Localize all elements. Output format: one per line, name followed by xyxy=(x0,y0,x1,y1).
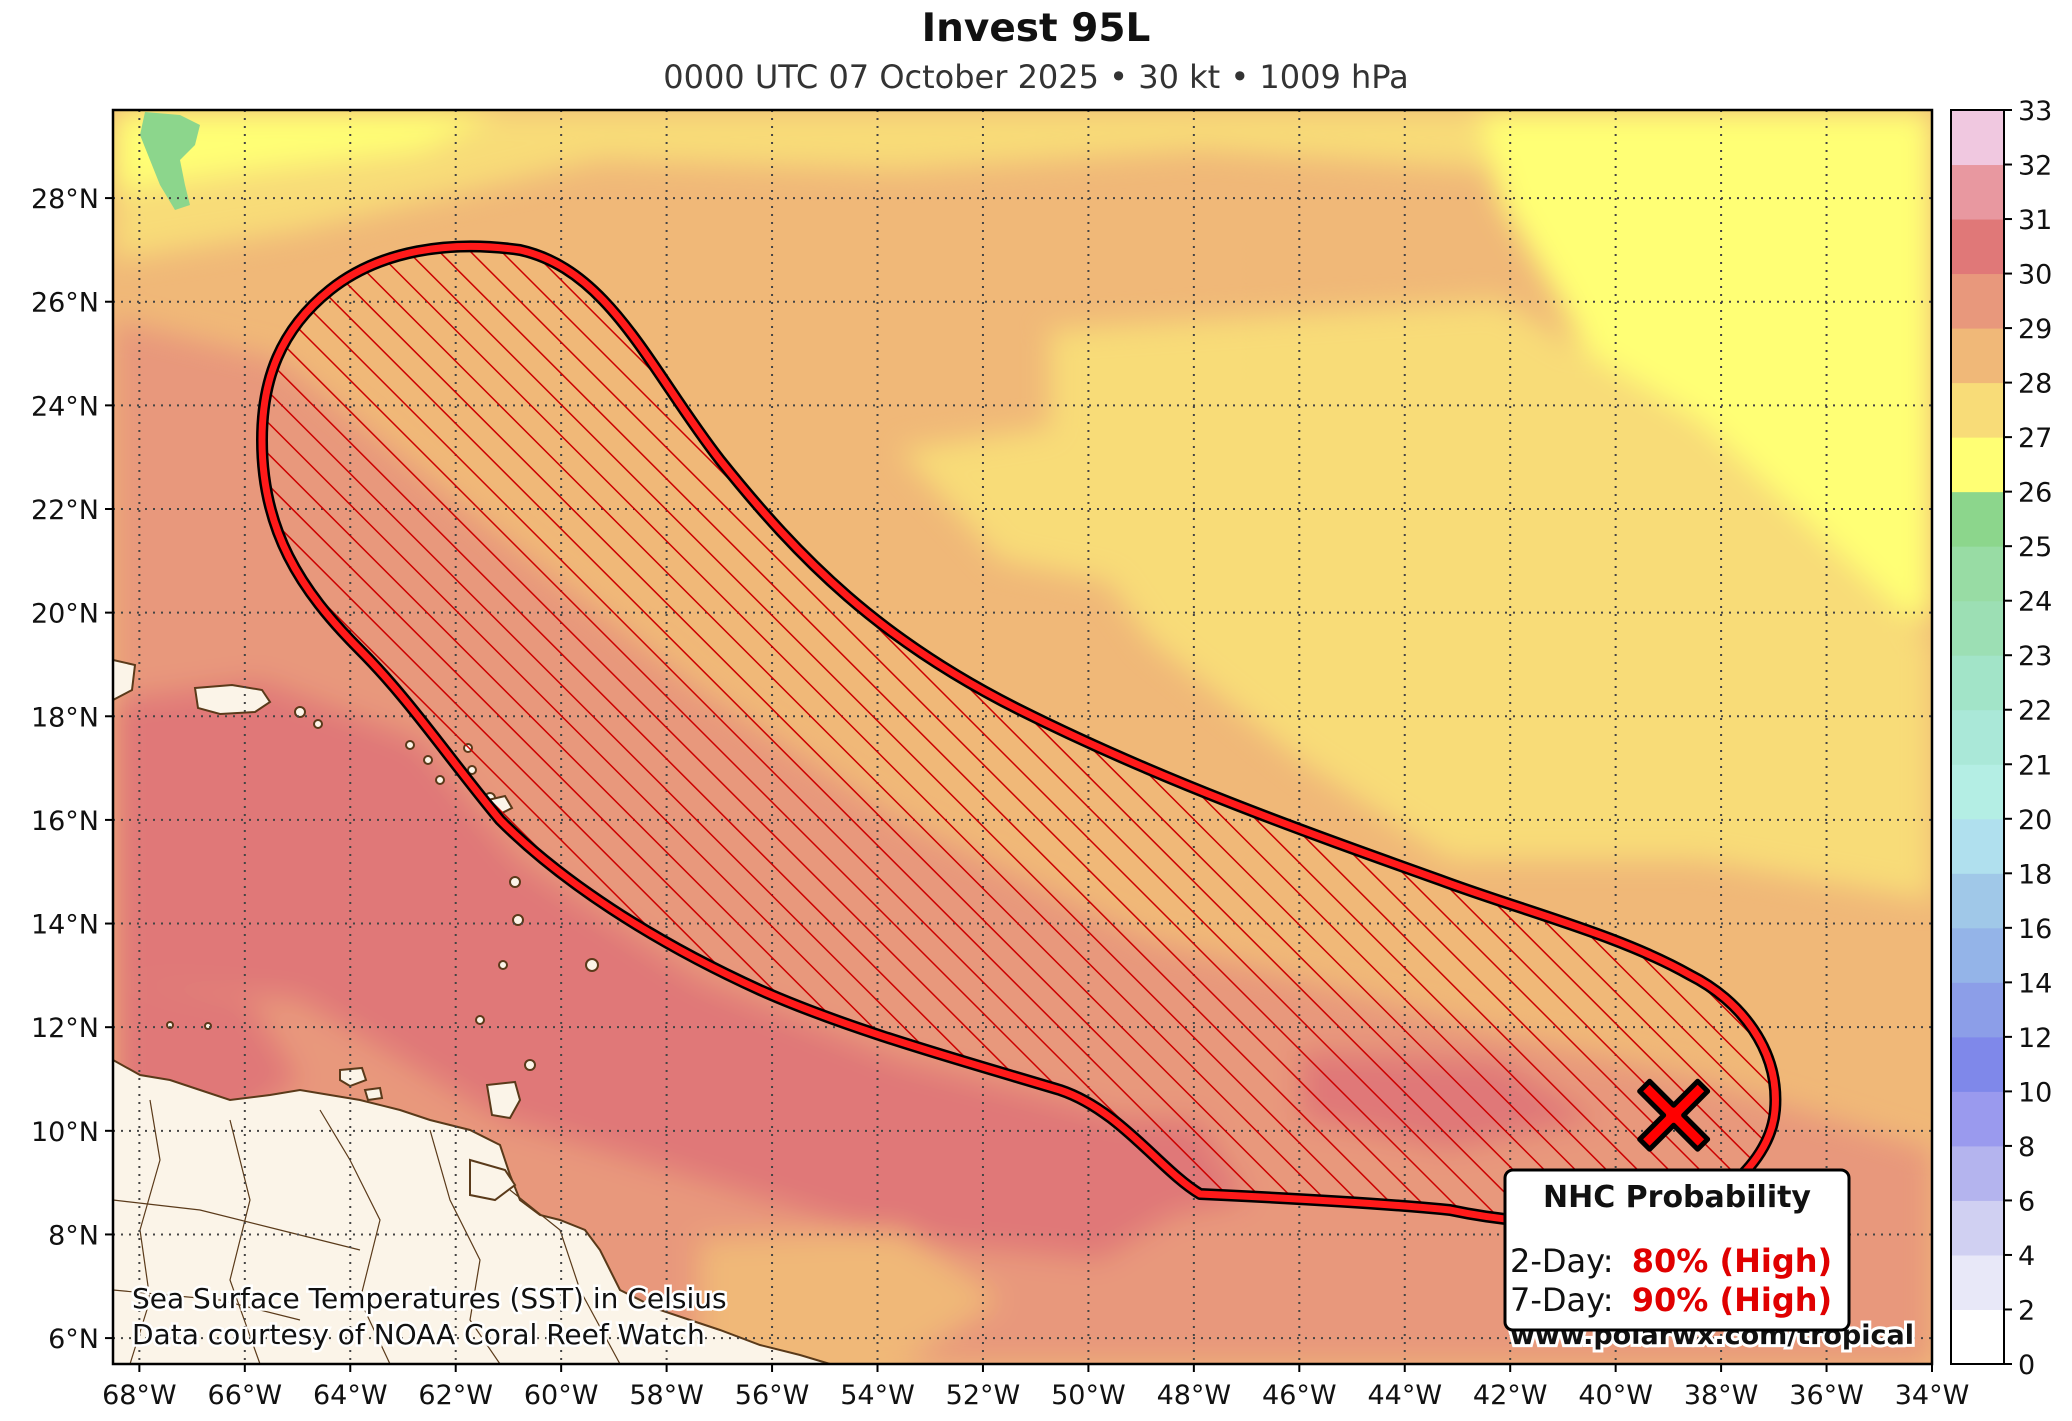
colorbar-tick-label: 29 xyxy=(2018,314,2052,345)
colorbar-tick-label: 24 xyxy=(2018,587,2052,618)
lon-tick-label: 36°W xyxy=(1789,1380,1864,1411)
colorbar-tick-label: 18 xyxy=(2018,859,2052,890)
colorbar-segment xyxy=(1951,873,2004,929)
colorbar-segment xyxy=(1951,546,2004,602)
lat-tick-label: 20°N xyxy=(31,599,99,630)
lat-tick-label: 18°N xyxy=(31,702,99,733)
colorbar-segment xyxy=(1951,818,2004,874)
lon-tick-label: 66°W xyxy=(208,1380,283,1411)
nhc-outlook-area xyxy=(256,240,1782,1231)
colorbar-segment xyxy=(1951,1254,2004,1310)
lon-tick-label: 54°W xyxy=(840,1380,915,1411)
colorbar-segment xyxy=(1951,1309,2004,1365)
latitude-tick-labels: 6°N 8°N 10°N 12°N 14°N 16°N 18°N 20°N 22°N 24°N 26… xyxy=(31,184,113,1355)
colorbar-segment xyxy=(1951,273,2004,329)
lat-tick-label: 8°N xyxy=(48,1220,99,1251)
colorbar-segment xyxy=(1951,1091,2004,1147)
lon-tick-label: 58°W xyxy=(629,1380,704,1411)
colorbar-tick-label: 22 xyxy=(2018,696,2052,727)
colorbar-segment xyxy=(1951,927,2004,983)
colorbar-segment xyxy=(1951,1036,2004,1092)
colorbar-tick-label: 0 xyxy=(2018,1350,2035,1381)
lat-tick-label: 28°N xyxy=(31,184,99,215)
lon-tick-label: 64°W xyxy=(313,1380,388,1411)
legend-title: NHC Probability xyxy=(1543,1180,1811,1215)
lon-tick-label: 60°W xyxy=(524,1380,599,1411)
colorbar-segment xyxy=(1951,491,2004,547)
colorbar-tick-label: 33 xyxy=(2018,96,2052,127)
colorbar-tick-labels: 0246810121416182021222324252627282930313… xyxy=(2004,96,2052,1381)
x-marker-icon xyxy=(1637,1078,1711,1152)
colorbar-tick-label: 4 xyxy=(2018,1241,2035,1272)
lat-tick-label: 16°N xyxy=(31,806,99,837)
colorbar-segment xyxy=(1951,164,2004,220)
lon-tick-label: 68°W xyxy=(102,1380,177,1411)
colorbar-tick-label: 23 xyxy=(2018,641,2052,672)
lon-tick-label: 56°W xyxy=(735,1380,810,1411)
colorbar-tick-label: 6 xyxy=(2018,1186,2035,1217)
colorbar-tick-label: 28 xyxy=(2018,369,2052,400)
legend-box xyxy=(1503,1168,1851,1332)
colorbar-segment xyxy=(1951,1200,2004,1256)
lon-tick-label: 52°W xyxy=(946,1380,1021,1411)
legend-row-7day: 7-Day: 90% (High) xyxy=(1510,1281,1832,1319)
credit-line-2: Data courtesy of NOAA Coral Reef Watch xyxy=(132,1318,705,1351)
colorbar-tick-label: 21 xyxy=(2018,750,2052,781)
lat-tick-label: 26°N xyxy=(31,288,99,319)
colorbar-tick-label: 8 xyxy=(2018,1132,2035,1163)
lon-tick-label: 34°W xyxy=(1895,1380,1970,1411)
lat-tick-label: 14°N xyxy=(31,910,99,941)
legend-7day-label: 7-Day: xyxy=(1510,1281,1614,1319)
legend-7day-value: 90% (High) xyxy=(1632,1281,1832,1319)
legend-row-2day: 2-Day: 80% (High) xyxy=(1510,1242,1832,1280)
credit-line-1: Sea Surface Temperatures (SST) in Celsiu… xyxy=(132,1282,727,1315)
colorbar-segment xyxy=(1951,110,2004,166)
lon-tick-label: 38°W xyxy=(1684,1380,1759,1411)
longitude-tick-labels: 68°W 66°W 64°W 62°W 60°W 58°W 56°W 54°W 52°W 50°W… xyxy=(102,1364,1969,1411)
colorbar-tick-label: 27 xyxy=(2018,423,2052,454)
colorbar-tick-label: 10 xyxy=(2018,1077,2052,1108)
map-subtitle: 0000 UTC 07 October 2025 • 30 kt • 1009 … xyxy=(663,58,1409,96)
colorbar-tick-label: 16 xyxy=(2018,914,2052,945)
lat-tick-label: 22°N xyxy=(31,495,99,526)
colorbar-tick-label: 31 xyxy=(2018,205,2052,236)
map-frame xyxy=(111,108,1934,1366)
colorbar-tick-label: 30 xyxy=(2018,260,2052,291)
lon-tick-label: 62°W xyxy=(418,1380,493,1411)
colorbar-segment xyxy=(1951,709,2004,765)
colorbar-segment xyxy=(1951,219,2004,275)
lon-tick-label: 42°W xyxy=(1473,1380,1548,1411)
colorbar-tick-label: 26 xyxy=(2018,478,2052,509)
colorbar-segment xyxy=(1951,437,2004,493)
lon-tick-label: 50°W xyxy=(1051,1380,1126,1411)
colorbar-segment xyxy=(1951,655,2004,711)
nhc-probability-legend: NHC Probability 2-Day: 80% (High) 7-Day:… xyxy=(1503,1168,1851,1332)
colorbar-tick-label: 14 xyxy=(2018,968,2052,999)
lon-tick-label: 48°W xyxy=(1157,1380,1232,1411)
colorbar-tick-label: 25 xyxy=(2018,532,2052,563)
colorbar-tick-label: 12 xyxy=(2018,1023,2052,1054)
colorbar-segment xyxy=(1951,600,2004,656)
legend-2day-value: 80% (High) xyxy=(1632,1242,1832,1280)
colorbar-segment xyxy=(1951,1145,2004,1201)
lon-tick-label: 46°W xyxy=(1262,1380,1337,1411)
lat-tick-label: 12°N xyxy=(31,1013,99,1044)
colorbar-tick-label: 20 xyxy=(2018,805,2052,836)
colorbar-frame xyxy=(1950,109,2005,1365)
map-title: Invest 95L xyxy=(921,6,1151,51)
colorbar-segment xyxy=(1951,328,2004,384)
lon-tick-label: 40°W xyxy=(1578,1380,1653,1411)
colorbar-tick-label: 32 xyxy=(2018,151,2052,182)
lat-tick-label: 10°N xyxy=(31,1117,99,1148)
lon-tick-label: 44°W xyxy=(1367,1380,1442,1411)
colorbar-segment xyxy=(1951,764,2004,820)
colorbar-segment xyxy=(1951,982,2004,1038)
colorbar-tick-label: 2 xyxy=(2018,1295,2035,1326)
lat-tick-label: 24°N xyxy=(31,391,99,422)
lat-tick-label: 6°N xyxy=(48,1324,99,1355)
colorbar-segment xyxy=(1951,382,2004,438)
legend-2day-label: 2-Day: xyxy=(1510,1242,1614,1280)
sst-colorbar xyxy=(1950,109,2005,1365)
